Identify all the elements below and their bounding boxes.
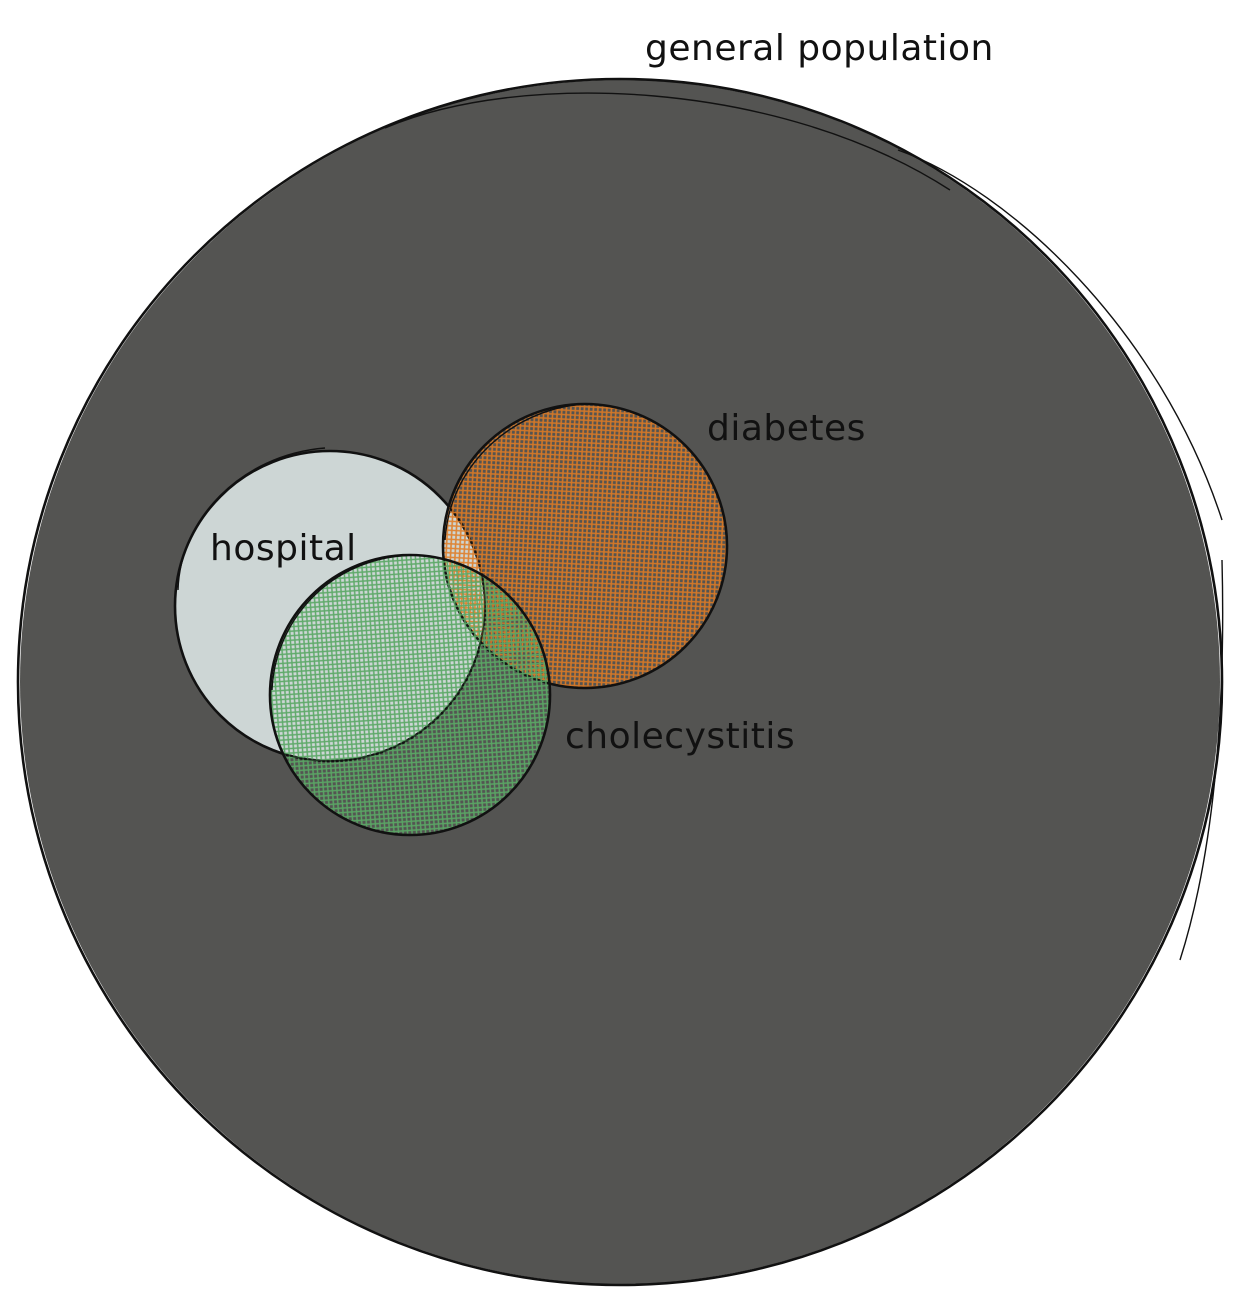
cholecystitis-fill bbox=[270, 555, 550, 835]
diabetes-label: diabetes bbox=[707, 408, 866, 449]
general-population-label: general population bbox=[645, 28, 994, 69]
cholecystitis-set bbox=[268, 553, 552, 837]
hospital-label: hospital bbox=[210, 528, 357, 569]
cholecystitis-label: cholecystitis bbox=[565, 716, 795, 757]
